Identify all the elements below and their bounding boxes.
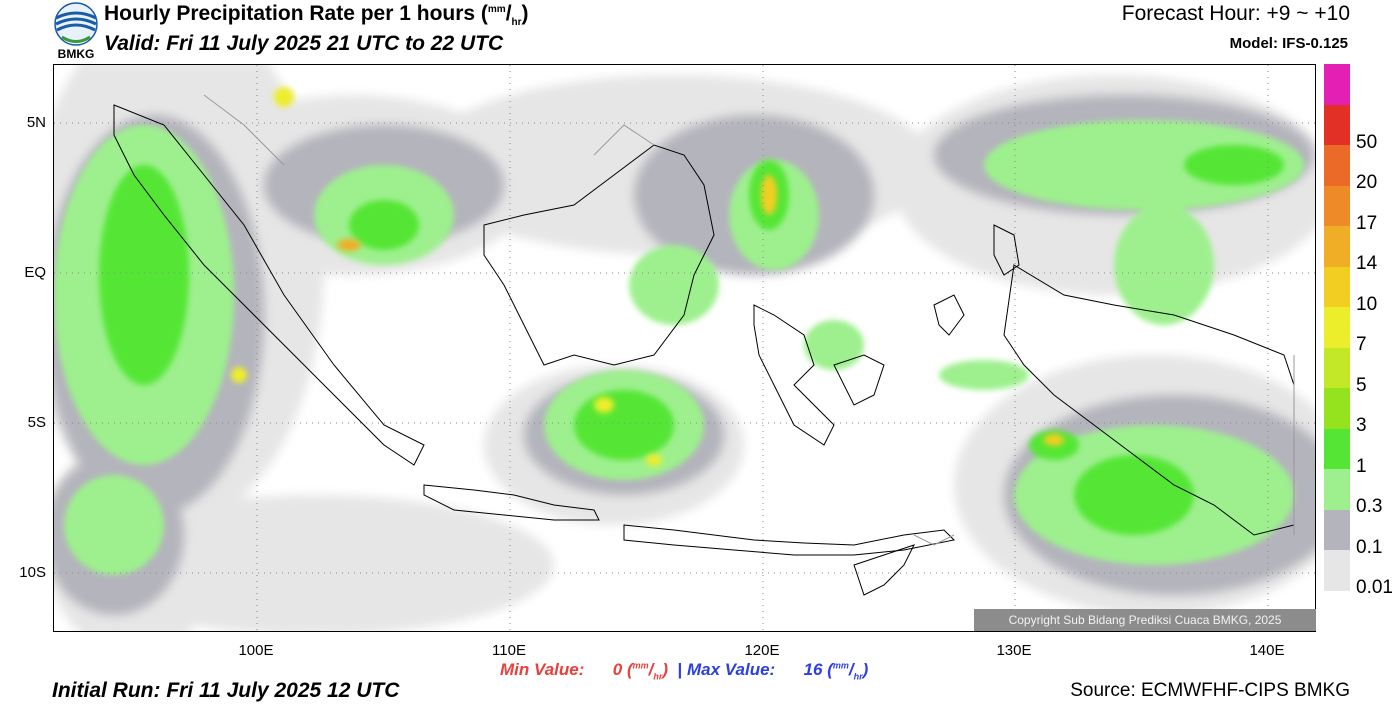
y-tick-label: 10S [19,564,46,581]
colorbar-label: 20 [1356,172,1378,194]
y-tick-label: 5N [26,114,46,131]
x-tick-label: 110E [492,642,526,659]
colorbar-segment [1324,428,1350,470]
colorbar-label: 10 [1356,293,1378,315]
colorbar-segment [1324,185,1350,227]
graticule [54,65,1315,631]
max-value-label: Max Value: [687,660,776,679]
x-tick-label: 130E [996,642,1032,659]
colorbar-label: 1 [1356,455,1367,477]
colorbar-segment [1324,64,1350,105]
colorbar-label: 50 [1356,131,1378,153]
colorbar-segment [1324,104,1350,146]
colorbar-label: 17 [1356,212,1378,234]
colorbar-label: 7 [1356,334,1367,356]
copyright-notice: Copyright Sub Bidang Prediksi Cuaca BMKG… [974,609,1316,631]
colorbar-label: 0.01 [1356,577,1393,598]
max-value: 16 [803,660,823,679]
x-tick-label: 100E [238,642,274,659]
colorbar-label: 5 [1356,374,1367,396]
colorbar-segment [1324,347,1350,389]
colorbar-segment [1324,468,1350,510]
borders [203,94,1295,546]
colorbar-label: 0.1 [1356,536,1383,558]
map-title: Hourly Precipitation Rate per 1 hours (m… [104,2,529,29]
colorbar-segment [1324,387,1350,429]
min-max-values: Min Value: 0 (mm/hr) | Max Value: 16 (mm… [500,660,869,682]
data-source: Source: ECMWFHF-CIPS BMKG [1070,680,1350,701]
svg-text:BMKG: BMKG [58,47,95,60]
y-tick-label: EQ [24,264,46,281]
x-tick-label: 120E [744,642,780,659]
colorbar-segment [1324,266,1350,308]
colorbar-label: 3 [1356,415,1367,437]
colorbar-segment [1324,306,1350,348]
colorbar [1324,64,1350,591]
model-name: Model: IFS-0.125 [1229,35,1348,52]
valid-time: Valid: Fri 11 July 2025 21 UTC to 22 UTC [104,32,504,55]
separator: | [677,660,683,679]
coastlines [113,104,1295,596]
y-tick-label: 5S [27,414,46,431]
colorbar-segment [1324,549,1350,591]
colorbar-segment [1324,509,1350,551]
colorbar-label: 0.3 [1356,496,1383,518]
colorbar-segment [1324,144,1350,186]
colorbar-label: 14 [1356,253,1378,275]
bmkg-logo: BMKG [52,2,100,61]
colorbar-segment [1324,225,1350,267]
min-value: 0 [612,660,623,679]
min-value-label: Min Value: [500,660,585,679]
x-tick-label: 140E [1249,642,1285,659]
precipitation-map [53,64,1316,632]
forecast-hour: Forecast Hour: +9 ~ +10 [1121,2,1350,25]
initial-run: Initial Run: Fri 11 July 2025 12 UTC [52,679,400,702]
